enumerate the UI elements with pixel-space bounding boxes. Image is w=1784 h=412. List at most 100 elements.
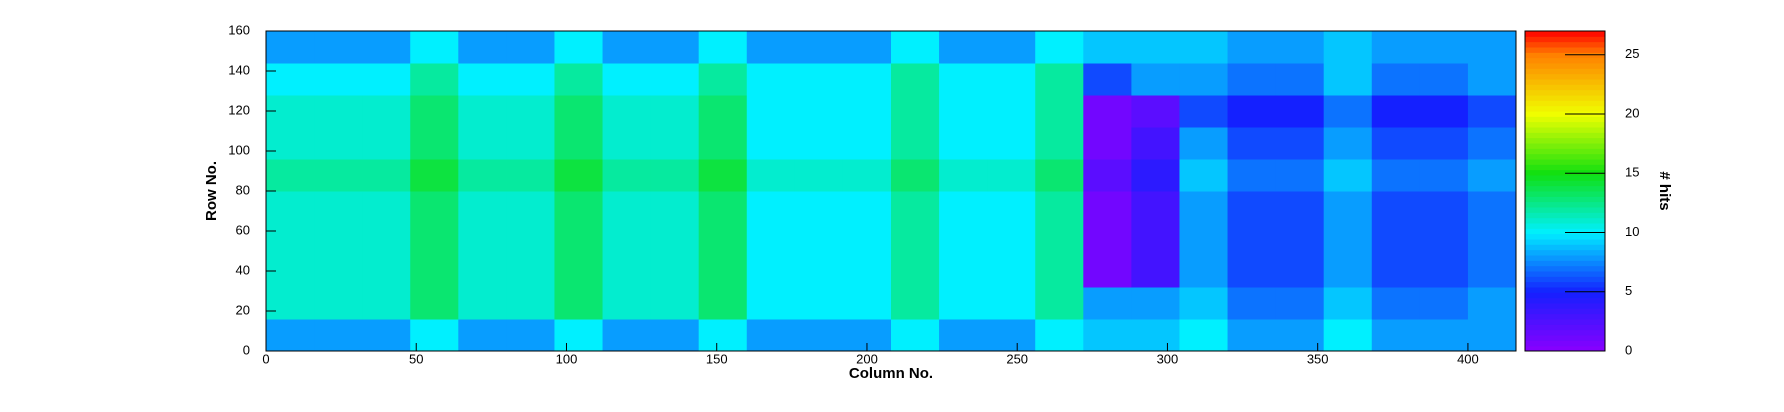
cell [1083,255,1132,288]
cell [939,63,988,96]
cell [506,223,555,256]
cell [1035,95,1084,128]
cell [266,31,315,64]
cell [698,191,748,224]
cell [1227,255,1277,288]
cell [458,63,507,96]
x-tick-label: 100 [556,351,578,366]
cell [1419,287,1469,320]
cell [1131,319,1180,352]
cell [554,95,604,128]
cell [794,319,844,352]
cell [1323,159,1373,192]
cell [506,63,555,96]
cell [1275,127,1325,160]
cell [891,255,940,288]
cell [1371,159,1421,192]
y-tick-label: 100 [228,142,250,157]
palette-slice [1525,148,1605,155]
cell [1419,31,1469,64]
cell [314,255,363,288]
cell [602,159,652,192]
palette-slice [1525,217,1605,224]
cell [266,159,315,192]
palette-slice [1525,233,1605,240]
cell [1467,127,1517,160]
palette-slice [1525,137,1605,144]
cell [891,31,940,64]
cell [1035,319,1084,352]
palette-slice [1525,153,1605,160]
cell [362,191,411,224]
cell [458,319,507,352]
cell [458,95,507,128]
cell [794,255,844,288]
cell [987,223,1036,256]
cell [650,191,700,224]
cell [1179,31,1229,64]
cell [266,223,315,256]
cell [1467,31,1517,64]
cell [314,287,363,320]
cell [458,223,507,256]
cell [842,63,892,96]
cell [1419,255,1469,288]
cell [1323,31,1373,64]
cell [458,127,507,160]
cell [602,287,652,320]
cell [1323,95,1373,128]
cell [1083,191,1132,224]
cell [458,255,507,288]
cell [314,319,363,352]
palette-slice [1525,185,1605,192]
cell [314,127,363,160]
cell [842,255,892,288]
cell [602,255,652,288]
z-tick-label: 15 [1625,165,1639,180]
cell [987,63,1036,96]
cell [698,223,748,256]
cell [410,127,459,160]
cell [1323,223,1373,256]
cell [314,223,363,256]
cell [1179,159,1229,192]
cell [1227,191,1277,224]
cell [794,95,844,128]
cell [362,319,411,352]
cell [794,223,844,256]
cell [506,255,555,288]
cell [939,319,988,352]
cell [794,159,844,192]
palette-slice [1525,244,1605,251]
palette-slice [1525,271,1605,277]
x-axis-title: Column No. [849,365,933,382]
palette-slice [1525,207,1605,213]
cell [266,127,315,160]
cell [1179,63,1229,96]
cell [1467,63,1517,96]
cell [1035,191,1084,224]
palette-slice [1525,228,1605,235]
cell [314,31,363,64]
cell [554,127,604,160]
palette-slice [1525,105,1605,112]
cell [506,95,555,128]
cell [891,319,940,352]
cell [1323,127,1373,160]
cell [602,63,652,96]
cell [650,95,700,128]
cell [506,287,555,320]
cell [1035,127,1084,160]
cell [939,159,988,192]
cell [746,255,796,288]
x-tick-label: 50 [409,351,423,366]
cell [1179,191,1229,224]
cell [1227,95,1277,128]
z-tick-label: 5 [1625,283,1632,298]
palette-slice [1525,68,1605,75]
cell [1227,63,1277,96]
palette-slice [1525,132,1605,139]
cell [410,255,459,288]
cell [650,255,700,288]
